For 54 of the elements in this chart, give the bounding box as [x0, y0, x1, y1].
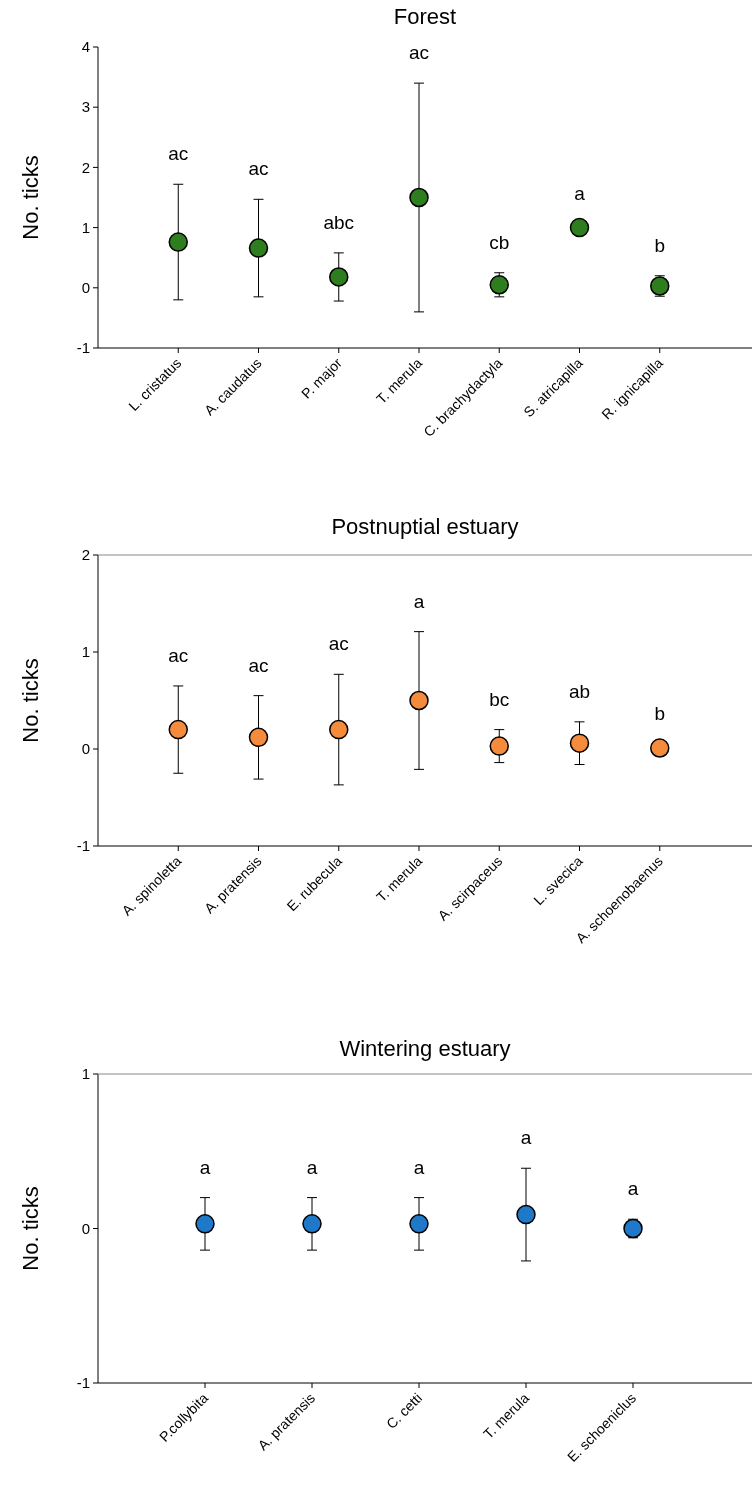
point: [409, 187, 429, 208]
annotation: a: [520, 1127, 532, 1149]
annotation: a: [199, 1156, 211, 1178]
point: [569, 217, 590, 238]
point: [489, 736, 509, 756]
annotation: b: [654, 703, 666, 725]
y-tick-label: 0: [81, 740, 90, 758]
annotation: a: [574, 182, 586, 204]
y-tick-label: 3: [81, 98, 90, 116]
y-tick-label: 2: [81, 546, 90, 564]
point: [569, 733, 590, 753]
point: [329, 719, 349, 740]
y-tick-label: 1: [81, 643, 90, 661]
point: [329, 267, 349, 287]
y-tick-label: 0: [81, 279, 90, 297]
point: [248, 727, 269, 748]
annotation: a: [413, 590, 425, 612]
annotation: a: [627, 1178, 639, 1200]
annotation: ac: [248, 654, 269, 676]
annotation: cb: [489, 231, 510, 253]
annotation: ac: [248, 158, 269, 180]
y-tick-label: -1: [76, 1374, 90, 1392]
point: [302, 1214, 322, 1234]
y-axis-title: No. ticks: [18, 155, 43, 240]
chart-title: Forest: [393, 4, 457, 29]
point: [168, 719, 188, 740]
annotation: ac: [408, 42, 430, 64]
annotation: ab: [568, 680, 591, 702]
point: [168, 232, 188, 252]
y-axis-title: No. ticks: [18, 658, 43, 743]
annotation: ac: [168, 644, 189, 666]
annotation: bc: [489, 688, 510, 710]
point: [516, 1204, 536, 1225]
point: [248, 238, 269, 258]
y-tick-label: 0: [81, 1219, 90, 1237]
y-tick-label: 1: [81, 1065, 90, 1083]
point: [409, 690, 429, 711]
point: [650, 738, 670, 758]
annotation: abc: [323, 211, 355, 233]
y-tick-label: 4: [81, 38, 90, 56]
y-axis-title: No. ticks: [18, 1186, 43, 1271]
annotation: a: [413, 1156, 425, 1178]
y-tick-label: 1: [81, 218, 90, 236]
y-tick-label: -1: [76, 837, 90, 855]
annotation: b: [654, 234, 666, 256]
annotation: ac: [328, 633, 349, 655]
point: [409, 1214, 429, 1234]
point: [195, 1214, 215, 1234]
chart-title: Postnuptial estuary: [331, 514, 519, 539]
y-tick-label: 2: [81, 158, 90, 176]
y-tick-label: -1: [76, 339, 90, 357]
annotation: a: [306, 1156, 318, 1178]
chart-title: Wintering estuary: [339, 1036, 511, 1061]
annotation: ac: [168, 143, 189, 165]
